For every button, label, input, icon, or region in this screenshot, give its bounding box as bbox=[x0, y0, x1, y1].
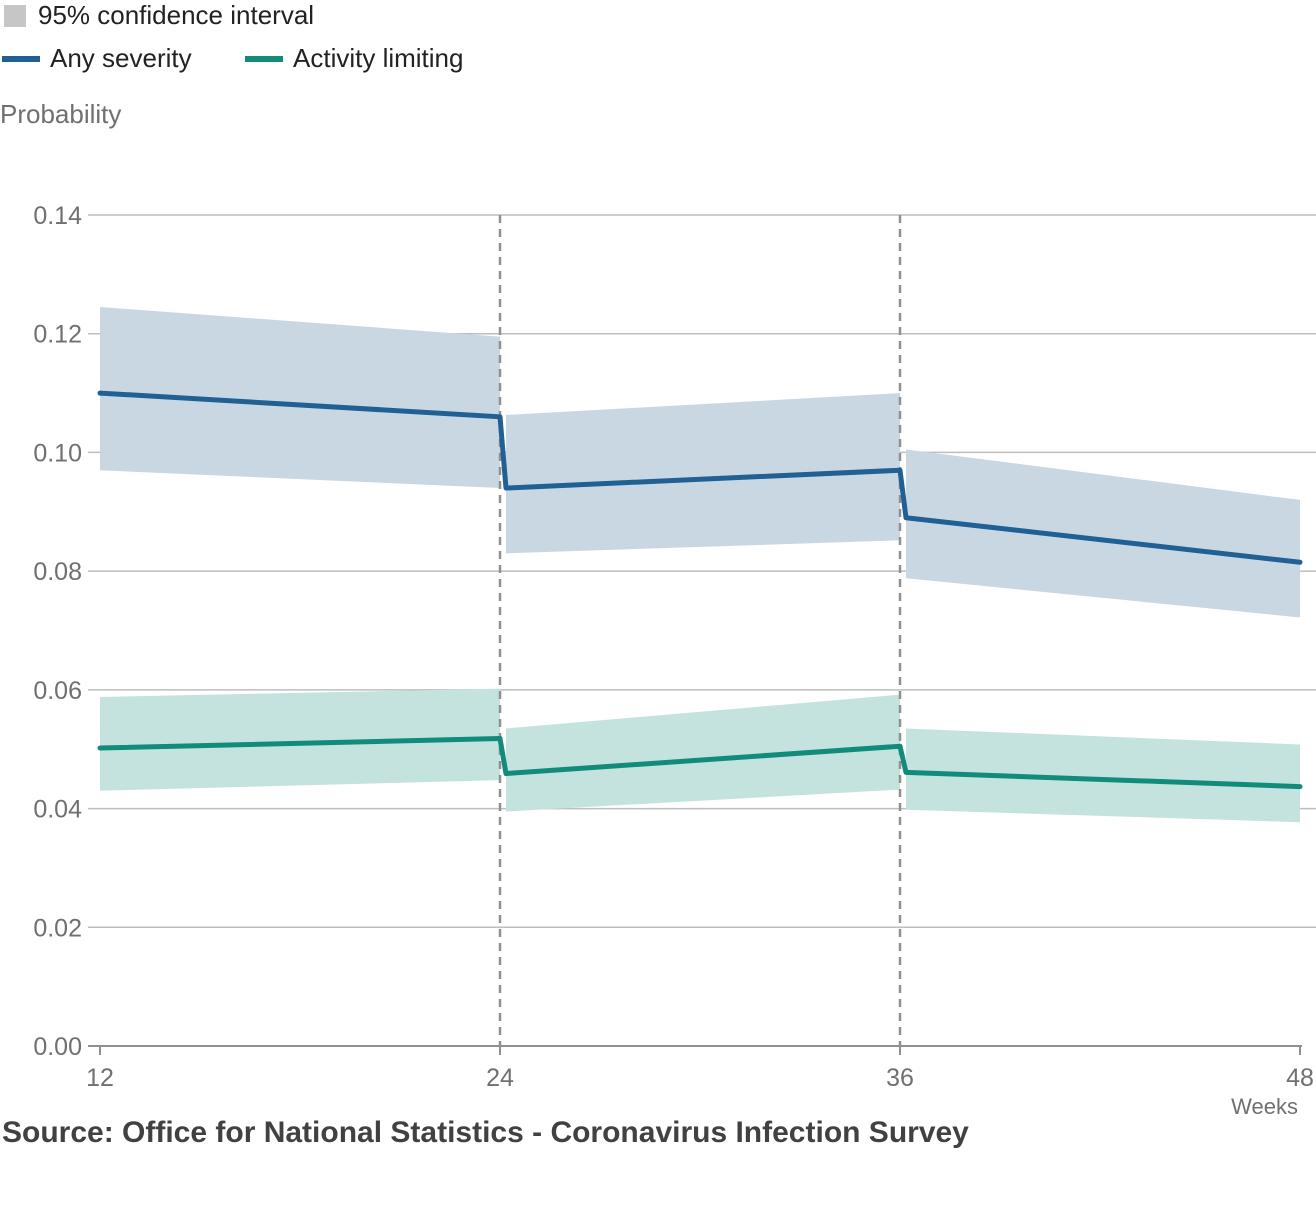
legend-label-confidence-interval: 95% confidence interval bbox=[38, 0, 315, 30]
y-tick-label: 0.12 bbox=[33, 321, 82, 349]
activity-limiting-swatch bbox=[245, 55, 283, 62]
y-tick-label: 0.06 bbox=[33, 677, 82, 705]
any-severity-confidence-band bbox=[906, 449, 1300, 618]
y-tick-label: 0.02 bbox=[33, 914, 82, 942]
line-chart: 0.00 0.02 0.04 0.06 0.08 0.10 0.12 0.14 12 24 36 48… bbox=[33, 202, 1316, 1119]
y-tick-label: 0.00 bbox=[33, 1033, 82, 1061]
source-note: Source: Office for National Statistics -… bbox=[2, 1116, 969, 1149]
activity-limiting-confidence-band bbox=[906, 728, 1300, 823]
y-axis-label: Probability bbox=[0, 99, 122, 129]
y-tick-label: 0.08 bbox=[33, 558, 82, 586]
x-tick-label: 48 bbox=[1286, 1064, 1314, 1092]
legend-item-confidence-interval: 95% confidence interval bbox=[4, 0, 314, 31]
any-severity-confidence-band bbox=[506, 393, 900, 554]
activity-limiting-line bbox=[97, 736, 1303, 790]
x-tick-label: 24 bbox=[486, 1064, 514, 1092]
any-severity-swatch bbox=[2, 55, 40, 62]
y-tick-label: 0.10 bbox=[33, 439, 82, 467]
y-tick-label: 0.04 bbox=[33, 796, 82, 824]
x-tick-label: 36 bbox=[886, 1064, 914, 1092]
tick-labels: 0.00 0.02 0.04 0.06 0.08 0.10 0.12 0.14 12 24 36 48… bbox=[33, 202, 1314, 1119]
series-lines bbox=[97, 390, 1303, 790]
activity-limiting-confidence-band bbox=[100, 688, 500, 791]
y-tick-label: 0.14 bbox=[33, 202, 82, 230]
legend-label-any-severity: Any severity bbox=[50, 43, 192, 73]
activity-limiting-confidence-band bbox=[506, 694, 900, 812]
x-axis bbox=[88, 1045, 1302, 1055]
legend-item-activity-limiting: Activity limiting bbox=[245, 43, 463, 74]
x-axis-unit-label: Weeks bbox=[1231, 1094, 1298, 1119]
any-severity-line bbox=[97, 390, 1303, 565]
any-severity-confidence-band bbox=[100, 307, 500, 489]
x-tick-label: 12 bbox=[86, 1064, 114, 1092]
legend-item-any-severity: Any severity bbox=[2, 43, 192, 74]
confidence-interval-swatch bbox=[4, 4, 26, 27]
legend-label-activity-limiting: Activity limiting bbox=[293, 43, 464, 73]
period-dividers bbox=[498, 215, 902, 1046]
confidence-bands bbox=[100, 307, 1300, 823]
